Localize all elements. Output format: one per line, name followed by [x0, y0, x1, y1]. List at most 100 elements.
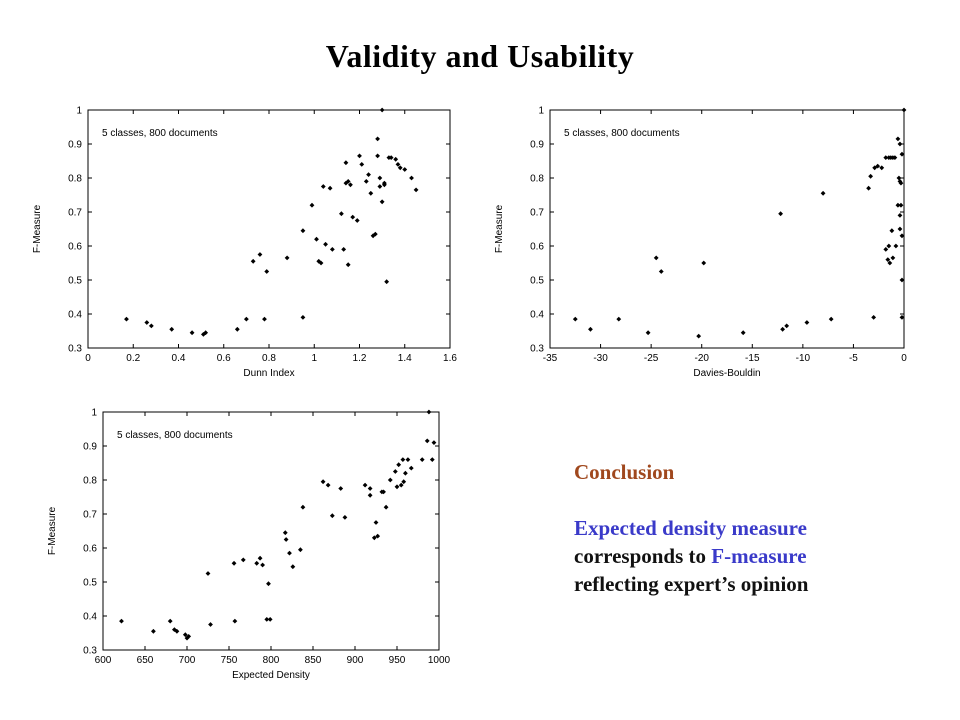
data-point — [208, 622, 213, 627]
data-point — [400, 457, 406, 462]
y-tick-label: 0.5 — [530, 276, 544, 287]
data-point — [645, 330, 651, 336]
data-point — [653, 255, 659, 261]
data-point — [397, 165, 403, 171]
data-point — [401, 479, 407, 485]
data-point — [267, 617, 273, 622]
x-tick-label: -20 — [694, 353, 709, 364]
data-point — [897, 141, 903, 147]
data-point — [588, 326, 593, 332]
data-point — [381, 182, 387, 188]
data-point — [379, 107, 385, 113]
data-point — [298, 547, 303, 553]
slide-title: Validity and Usability — [325, 38, 635, 74]
data-point — [329, 247, 335, 252]
data-point — [384, 279, 390, 285]
plot-frame — [549, 109, 905, 349]
data-point — [264, 269, 270, 274]
data-point — [169, 326, 175, 332]
data-point — [354, 218, 360, 223]
data-point — [413, 187, 419, 193]
data-point — [871, 315, 877, 320]
y-tick-label: 0.9 — [530, 140, 544, 151]
data-point — [368, 190, 374, 196]
expected-density-scatter-plot: 600 650 700 750 800 850 900 950 1000 0.3 0.4 0.5 0.6… — [47, 408, 451, 682]
data-point — [784, 323, 790, 329]
data-point — [403, 470, 408, 476]
data-point — [392, 469, 398, 474]
y-tick-label: 0.5 — [68, 276, 82, 287]
x-tick-label: 650 — [137, 655, 154, 666]
data-point — [343, 160, 349, 166]
data-point — [254, 560, 260, 566]
data-point — [124, 316, 129, 322]
data-point — [883, 155, 889, 160]
data-point — [250, 258, 256, 264]
x-tick-label: -10 — [796, 353, 811, 364]
data-point — [828, 316, 834, 322]
conclusion-line-3: reflecting expert’s opinion — [574, 572, 809, 596]
data-point — [367, 486, 373, 491]
x-tick-label: 0 — [85, 353, 91, 364]
x-tick-label: 1.6 — [443, 353, 457, 364]
y-tick-label: 1 — [538, 106, 544, 117]
y-tick-label: 0.5 — [83, 578, 97, 589]
data-point — [167, 618, 173, 624]
data-point — [148, 323, 154, 329]
data-point — [341, 247, 347, 252]
data-point — [866, 185, 871, 191]
data-point — [182, 632, 188, 638]
data-point — [897, 213, 903, 218]
data-point — [314, 236, 319, 242]
y-tick-label: 0.8 — [530, 174, 544, 185]
data-point — [318, 260, 324, 266]
data-point — [393, 156, 399, 162]
x-tick-label: 0.6 — [217, 353, 231, 364]
data-point — [701, 260, 707, 266]
data-point — [345, 262, 351, 268]
data-point — [362, 482, 368, 488]
data-point — [778, 211, 784, 217]
conclusion-line-2: corresponds to F-measure — [574, 542, 808, 570]
data-point — [290, 564, 296, 570]
data-point — [883, 247, 889, 252]
data-point — [879, 165, 885, 171]
y-tick-label: 0.6 — [83, 544, 97, 555]
data-point — [383, 504, 389, 510]
data-point — [897, 226, 903, 232]
data-point — [357, 153, 362, 159]
y-tick-label: 0.3 — [530, 344, 544, 355]
data-point — [309, 202, 315, 208]
data-point — [262, 316, 267, 322]
x-tick-label: -25 — [644, 353, 659, 364]
y-tick-label: 0.3 — [83, 646, 97, 657]
davies-bouldin-scatter-plot: -35 -30 -25 -20 -15 -10 -5 0 0.3 0.4 0.5 0.6 0.7 0.8 0… — [494, 106, 907, 380]
data-point — [339, 211, 344, 217]
data-point — [350, 214, 356, 220]
data-point — [359, 162, 365, 167]
y-tick-label: 0.9 — [68, 140, 82, 151]
data-point — [189, 330, 195, 336]
x-axis-label: Expected Density — [232, 670, 310, 681]
data-point — [327, 185, 333, 191]
data-point — [387, 477, 393, 483]
data-point — [320, 479, 326, 485]
data-point — [300, 504, 306, 510]
plot-frame — [87, 109, 451, 349]
data-point — [804, 320, 810, 325]
y-tick-label: 0.9 — [83, 442, 97, 453]
data-point — [893, 243, 899, 249]
data-point — [616, 316, 622, 322]
y-tick-label: 0.6 — [68, 242, 82, 253]
data-point — [872, 165, 878, 171]
data-point — [394, 484, 400, 490]
data-point — [257, 555, 263, 561]
x-axis-label: Davies-Bouldin — [693, 368, 760, 379]
data-point — [896, 175, 902, 181]
data-point — [151, 628, 156, 634]
x-tick-label: -5 — [849, 353, 858, 364]
x-tick-label: 0.8 — [262, 353, 276, 364]
data-point — [780, 326, 786, 332]
x-tick-label: 1.2 — [353, 353, 367, 364]
data-point — [363, 179, 369, 184]
